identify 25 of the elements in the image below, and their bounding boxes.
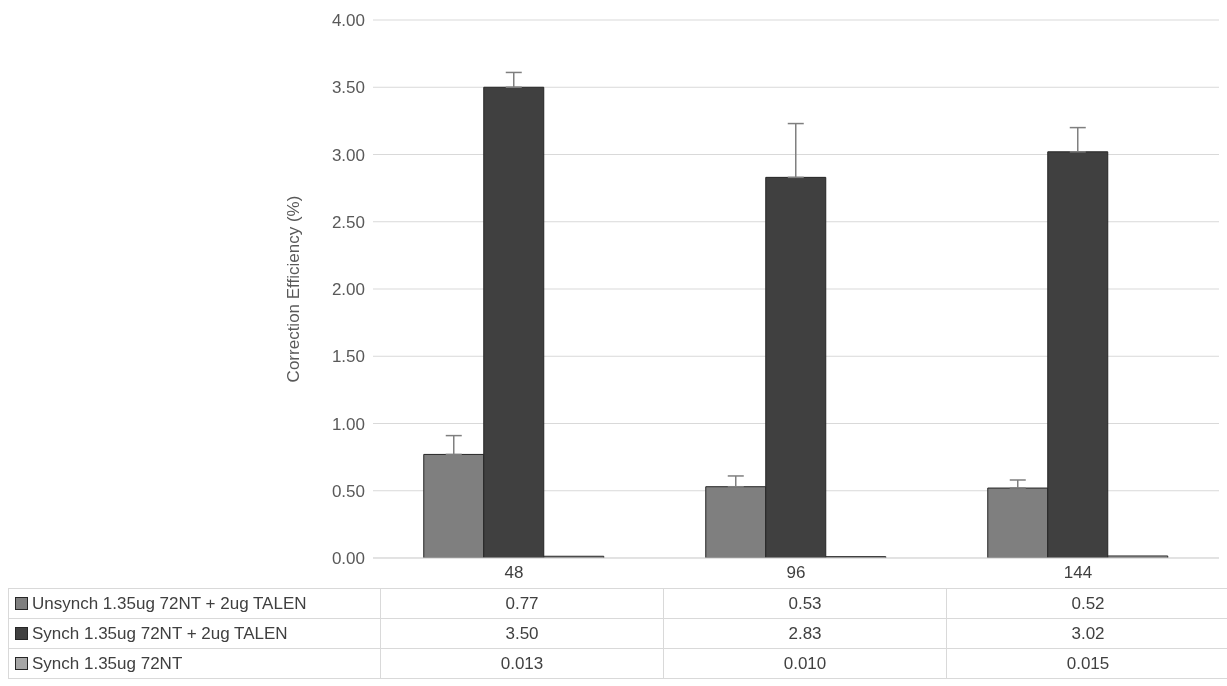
data-label: 0.53 [663, 588, 947, 619]
x-tick-label: 48 [504, 563, 524, 583]
data-label: 3.50 [380, 618, 664, 649]
legend-label: Unsynch 1.35ug 72NT + 2ug TALEN [32, 593, 307, 613]
y-tick-label: 4.00 [331, 11, 365, 31]
data-label: 0.52 [946, 588, 1227, 619]
data-label: 3.02 [946, 618, 1227, 649]
y-tick-label: 2.00 [331, 280, 365, 300]
y-tick-label: 3.00 [331, 145, 365, 165]
data-label: 0.77 [380, 588, 664, 619]
y-tick-label: 1.00 [331, 414, 365, 434]
x-tick-label: 96 [786, 563, 806, 583]
legend-label: Synch 1.35ug 72NT [32, 653, 183, 673]
y-tick-label: 3.50 [331, 78, 365, 98]
y-axis-title: Correction Efficiency (%) [284, 195, 304, 383]
data-label: 0.010 [663, 648, 947, 679]
legend-label: Synch 1.35ug 72NT + 2ug TALEN [32, 623, 288, 643]
data-label: 0.013 [380, 648, 664, 679]
y-tick-label: 2.50 [331, 212, 365, 232]
data-label: 2.83 [663, 618, 947, 649]
y-tick-label: 1.50 [331, 347, 365, 367]
y-tick-label: 0.00 [331, 549, 365, 569]
y-tick-label: 0.50 [331, 481, 365, 501]
data-label: 0.015 [946, 648, 1227, 679]
x-tick-label: 144 [1063, 563, 1093, 583]
